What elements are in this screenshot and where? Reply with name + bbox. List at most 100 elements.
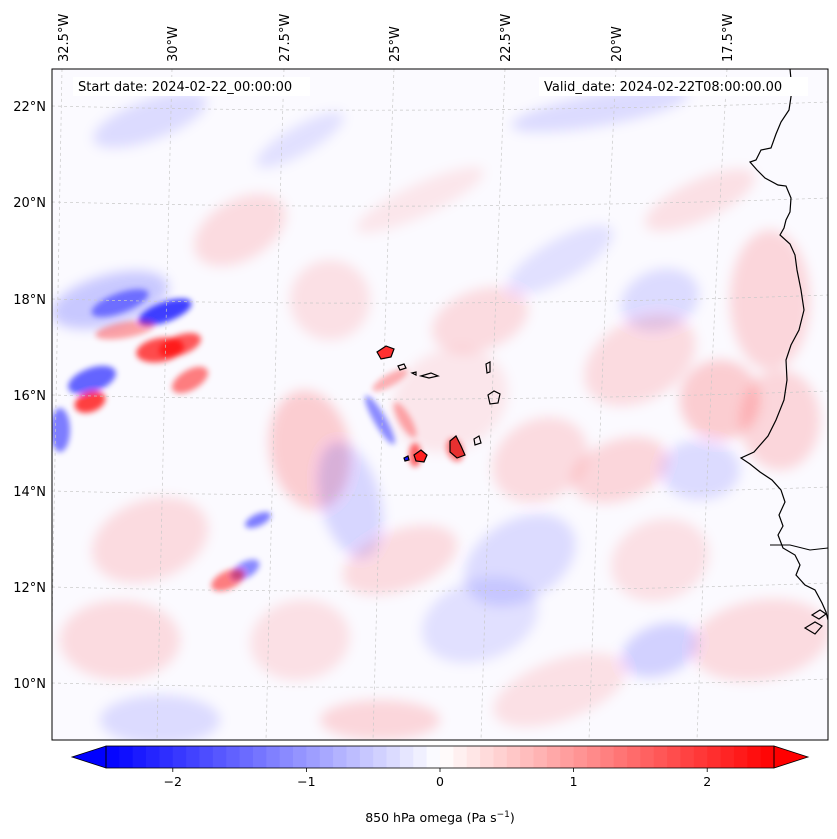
colorbar-segment [252, 746, 267, 768]
africa-coastline [739, 69, 828, 621]
colorbar: −2 −1 0 1 2 850 hPa omega (Pa s−1) [70, 745, 810, 825]
colorbar-segment [279, 746, 294, 768]
start-date-box [73, 77, 310, 96]
omega-anomaly [290, 260, 370, 340]
colorbar-segment [159, 746, 174, 768]
fogo-island [413, 449, 428, 463]
colorbar-segment [693, 746, 708, 768]
omega-anomaly-strong [91, 289, 149, 317]
lat-label: 10°N [13, 677, 46, 692]
omega-anomaly [690, 598, 828, 682]
santa-luzia-island [410, 371, 417, 376]
graticule [52, 69, 828, 740]
omega-anomaly [644, 168, 756, 232]
colorbar-segment [319, 746, 334, 768]
gambia-coast [770, 544, 828, 551]
omega-anomaly-strong [52, 408, 70, 452]
colorbar-segment [440, 746, 454, 768]
colorbar-segment [119, 746, 134, 768]
colorbar-segment [239, 746, 254, 768]
lon-label: 22.5°W [499, 14, 514, 62]
omega-anomaly [621, 622, 699, 678]
omega-anomaly [660, 440, 740, 500]
omega-anomaly [740, 370, 820, 470]
omega-anomaly-strong [74, 391, 106, 413]
colorbar-segment [413, 746, 428, 768]
omega-anomaly [511, 87, 689, 133]
parallel-line [52, 197, 828, 207]
lat-label: 12°N [13, 581, 46, 596]
coastline [376, 69, 828, 635]
colorbar-ticks: −2 −1 0 1 2 [164, 768, 711, 789]
colorbar-segment [333, 746, 347, 768]
sal-island [485, 361, 491, 374]
omega-anomaly [730, 230, 810, 370]
colorbar-segment [653, 746, 668, 768]
colorbar-segment [707, 746, 721, 768]
colorbar-segment [426, 746, 441, 768]
parallel-line [52, 390, 828, 400]
omega-anomaly [392, 347, 508, 453]
boa-vista-island [487, 390, 501, 405]
omega-anomaly-strong [159, 332, 201, 358]
parallel-line [52, 582, 828, 592]
omega-anomaly [584, 314, 696, 406]
omega-anomaly-strong [245, 511, 271, 529]
colorbar-segment [453, 746, 468, 768]
map-frame [51, 68, 829, 741]
colorbar-tick-label: −2 [164, 774, 182, 789]
colorbar-tick-label: 0 [436, 774, 444, 789]
colorbar-segment [306, 746, 321, 768]
omega-anomaly-strong [365, 395, 395, 445]
santo-antao-island [376, 345, 395, 360]
valid-date-text: Valid_date: 2024-02-22T08:00:00.00 [544, 80, 782, 95]
omega-anomaly [507, 225, 613, 295]
lon-label: 17.5°W [721, 14, 736, 62]
colorbar-segment [613, 746, 628, 768]
colorbar-segment [266, 746, 281, 768]
omega-anomaly [320, 700, 440, 740]
colorbar-segment [480, 746, 494, 768]
lat-label: 18°N [13, 293, 46, 308]
colorbar-segment [172, 746, 187, 768]
colorbar-segment [506, 746, 521, 768]
colorbar-segment [399, 746, 414, 768]
omega-anomaly-strong [393, 402, 417, 438]
lat-label: 16°N [13, 389, 46, 404]
lon-label: 20°W [610, 26, 625, 62]
omega-anomaly-strong [211, 568, 245, 592]
omega-anomaly [317, 441, 383, 559]
colorbar-segment [720, 746, 735, 768]
colorbar-segment [586, 746, 601, 768]
omega-anomaly [250, 599, 350, 681]
omega-anomaly [60, 600, 180, 680]
omega-anomaly-strong [372, 368, 408, 392]
bijagos-islands [803, 609, 828, 635]
colorbar-segment [680, 746, 695, 768]
omega-anomaly [256, 112, 344, 168]
colorbar-segment [199, 746, 214, 768]
colorbar-segment [346, 746, 361, 768]
colorbar-segment [373, 746, 387, 768]
brava-island [403, 455, 410, 462]
colorbar-tick-label: 1 [570, 774, 578, 789]
colorbar-segment [733, 746, 748, 768]
omega-anomaly [571, 437, 669, 503]
valid-date-box [539, 77, 808, 96]
longitude-labels: 32.5°W 30°W 27.5°W 25°W 22.5°W 20°W 17.5… [57, 14, 736, 62]
lat-label: 14°N [13, 485, 46, 500]
sao-vicente-island [397, 363, 407, 371]
colorbar-segment [640, 746, 655, 768]
omega-anomaly [431, 287, 529, 353]
colorbar-segment [600, 746, 615, 768]
colorbar-segment [546, 746, 561, 768]
colorbar-segment [386, 746, 401, 768]
colorbar-segment [186, 746, 200, 768]
colorbar-label-end: ) [510, 810, 515, 825]
maio-island [473, 435, 482, 446]
colorbar-max-extend [773, 745, 810, 769]
omega-anomaly-strong [138, 298, 192, 326]
parallel-line [52, 101, 828, 111]
lat-label: 22°N [13, 100, 46, 115]
lon-label: 32.5°W [57, 14, 72, 62]
